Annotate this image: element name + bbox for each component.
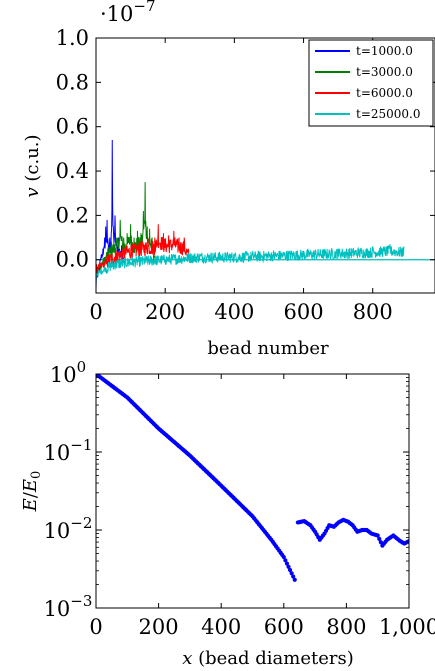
legend-label: t=6000.0 <box>356 86 413 100</box>
energy-y-label: E/E0 <box>20 471 44 513</box>
series-line-3 <box>96 224 190 278</box>
velocity-chart: 0 200 400 600 800 0.0 0.2 0.4 0.6 0.8 1.0 ·10−7 be… <box>22 0 435 359</box>
velocity-plot-frame <box>95 37 435 294</box>
velocity-series-group <box>96 139 435 289</box>
y-tick-label: 10−1 <box>44 436 93 465</box>
y-tick-label: 0.8 <box>56 70 89 94</box>
y-tick-label: 10−3 <box>44 592 93 621</box>
energy-point <box>377 536 382 541</box>
energy-point <box>286 564 291 569</box>
x-tick-label: 400 <box>201 615 241 639</box>
energy-point <box>284 561 290 566</box>
y-tick-label: 0.2 <box>56 203 89 227</box>
series-line-4 <box>96 244 405 287</box>
legend-box <box>308 39 434 127</box>
x-tick-label: 800 <box>353 300 393 324</box>
energy-points-group <box>96 374 409 582</box>
y-multiplier: ·10−7 <box>100 0 156 26</box>
x-tick-label: 400 <box>214 300 254 324</box>
legend-entry-2: t=3000.0 <box>315 65 413 79</box>
x-tick-label: 1,000 <box>379 615 435 639</box>
velocity-legend: t=1000.0 t=3000.0 t=6000.0 t=25000.0 <box>308 39 434 127</box>
y-tick-label: 0.4 <box>56 159 89 183</box>
legend-entry-3: t=6000.0 <box>315 86 413 100</box>
y-tick-label: 10−2 <box>44 514 93 543</box>
y-tick-label: 100 <box>50 358 86 387</box>
velocity-y-label: v (c.u.) <box>22 134 43 197</box>
y-tick-label: 0.6 <box>56 115 89 139</box>
legend-label: t=3000.0 <box>356 65 413 79</box>
x-tick-label: 800 <box>326 615 366 639</box>
velocity-x-label: bead number <box>207 338 329 359</box>
energy-point <box>281 554 286 560</box>
x-tick-label: 0 <box>89 615 102 639</box>
energy-point <box>375 533 380 538</box>
energy-point <box>292 577 297 582</box>
x-tick-label: 0 <box>89 300 102 324</box>
energy-point <box>283 558 288 563</box>
energy-x-label: x (bead diameters) <box>182 648 354 669</box>
energy-plot-frame <box>95 373 410 609</box>
energy-point <box>287 567 293 573</box>
velocity-ticks: 0 200 400 600 800 0.0 0.2 0.4 0.6 0.8 1.0 <box>56 26 435 324</box>
energy-chart: 0 200 400 600 800 1,000 100 10−1 10−2 10−3 x (bea… <box>20 358 435 669</box>
energy-point <box>378 540 383 545</box>
x-tick-label: 200 <box>145 300 185 324</box>
x-tick-label: 600 <box>284 300 324 324</box>
energy-point <box>291 574 296 579</box>
legend-entry-1: t=1000.0 <box>315 44 413 58</box>
legend-label: t=1000.0 <box>356 44 413 58</box>
energy-ticks: 0 200 400 600 800 1,000 100 10−1 10−2 10−3 <box>44 358 435 639</box>
x-tick-label: 200 <box>139 615 179 639</box>
y-tick-label: 0.0 <box>56 248 89 272</box>
legend-entry-4: t=25000.0 <box>315 107 421 121</box>
y-tick-label: 1.0 <box>56 26 89 50</box>
x-tick-label: 600 <box>264 615 304 639</box>
energy-point <box>289 571 294 576</box>
legend-label: t=25000.0 <box>356 107 421 121</box>
